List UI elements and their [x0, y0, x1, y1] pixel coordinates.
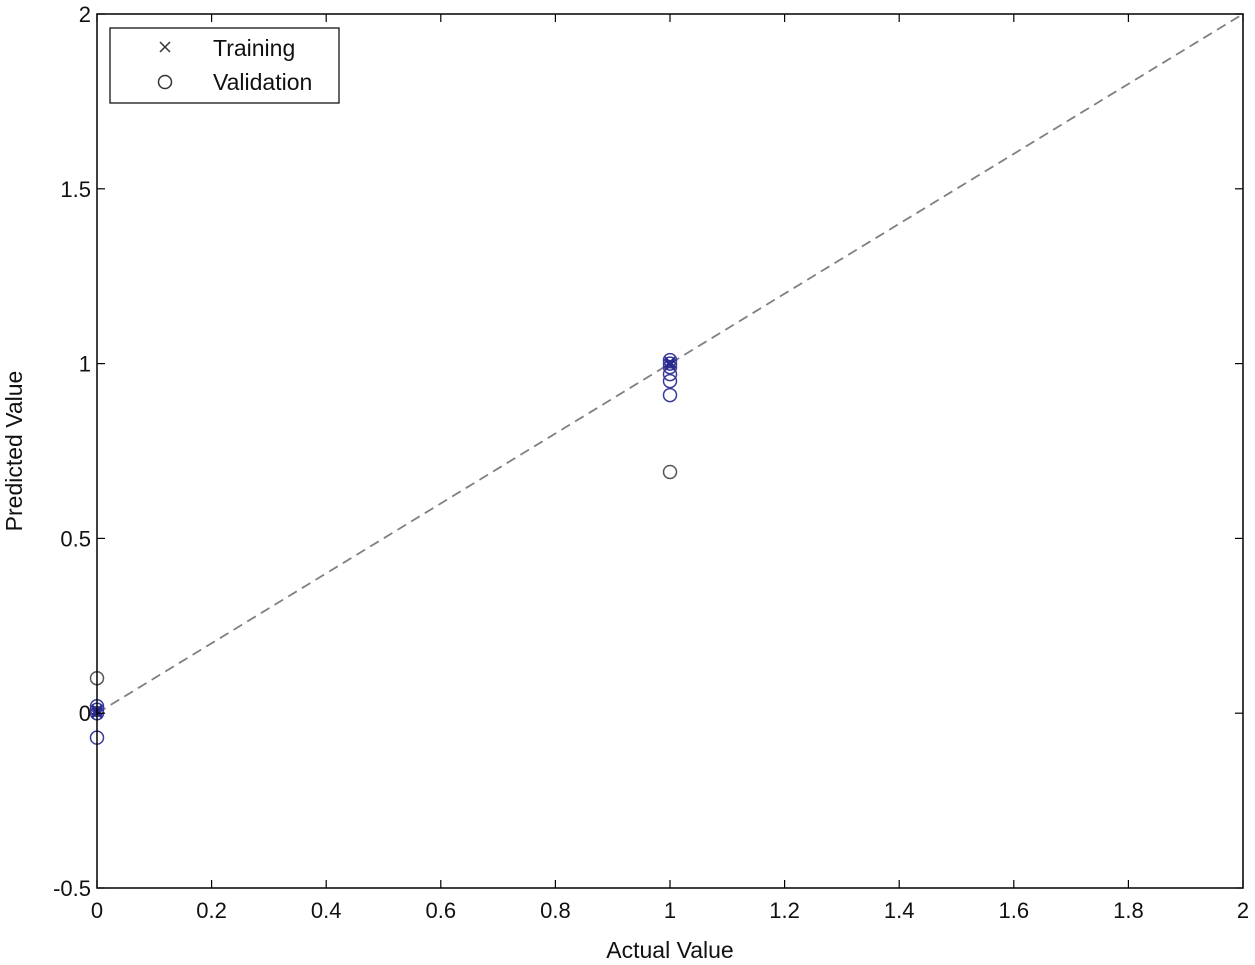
x-tick-label: 1.2 — [769, 898, 800, 923]
validation-point — [662, 373, 678, 389]
training-point — [664, 356, 676, 368]
y-tick-label: -0.5 — [53, 876, 91, 901]
y-tick-label: 1.5 — [60, 177, 91, 202]
x-tick-label: 0.6 — [426, 898, 457, 923]
training-point — [664, 359, 676, 371]
legend-label-training: Training — [213, 35, 295, 61]
y-tick-label: 0 — [79, 701, 91, 726]
legend: Training Validation — [109, 27, 340, 104]
y-tick-label: 2 — [79, 2, 91, 27]
x-tick-label: 1.6 — [999, 898, 1030, 923]
validation-point — [662, 366, 678, 382]
legend-marker-training — [159, 41, 171, 53]
x-tick-label: 0.8 — [540, 898, 571, 923]
legend-label-validation: Validation — [213, 69, 312, 95]
x-tick-label: 0.4 — [311, 898, 342, 923]
validation-point — [662, 387, 678, 403]
training-point — [664, 358, 676, 370]
legend-box — [109, 27, 340, 104]
data-points-layer — [89, 352, 678, 745]
y-tick-label: 1 — [79, 352, 91, 377]
x-tick-label: 0.2 — [196, 898, 227, 923]
x-tick-label: 0 — [91, 898, 103, 923]
circle-marker-icon — [157, 74, 173, 90]
x-tick-label: 1.8 — [1113, 898, 1144, 923]
legend-marker-validation — [157, 74, 173, 90]
x-tick-label: 1 — [664, 898, 676, 923]
plot-frame — [96, 13, 1244, 889]
x-tick-label: 1.4 — [884, 898, 915, 923]
x-marker-icon — [159, 41, 171, 53]
y-axis-title: Predicted Value — [1, 371, 27, 532]
axis-ticks-layer: 0 0.2 0.4 0.6 0.8 1 1.2 1.4 1.6 1.8 2-0.500.511.52 — [53, 2, 1249, 923]
x-axis-title: Actual Value — [606, 937, 733, 963]
validation-point — [662, 359, 678, 375]
validation-point — [662, 464, 678, 480]
validation-point — [662, 356, 678, 371]
x-tick-label: 2 — [1237, 898, 1249, 923]
y-tick-label: 0.5 — [60, 526, 91, 551]
validation-point — [662, 352, 678, 368]
